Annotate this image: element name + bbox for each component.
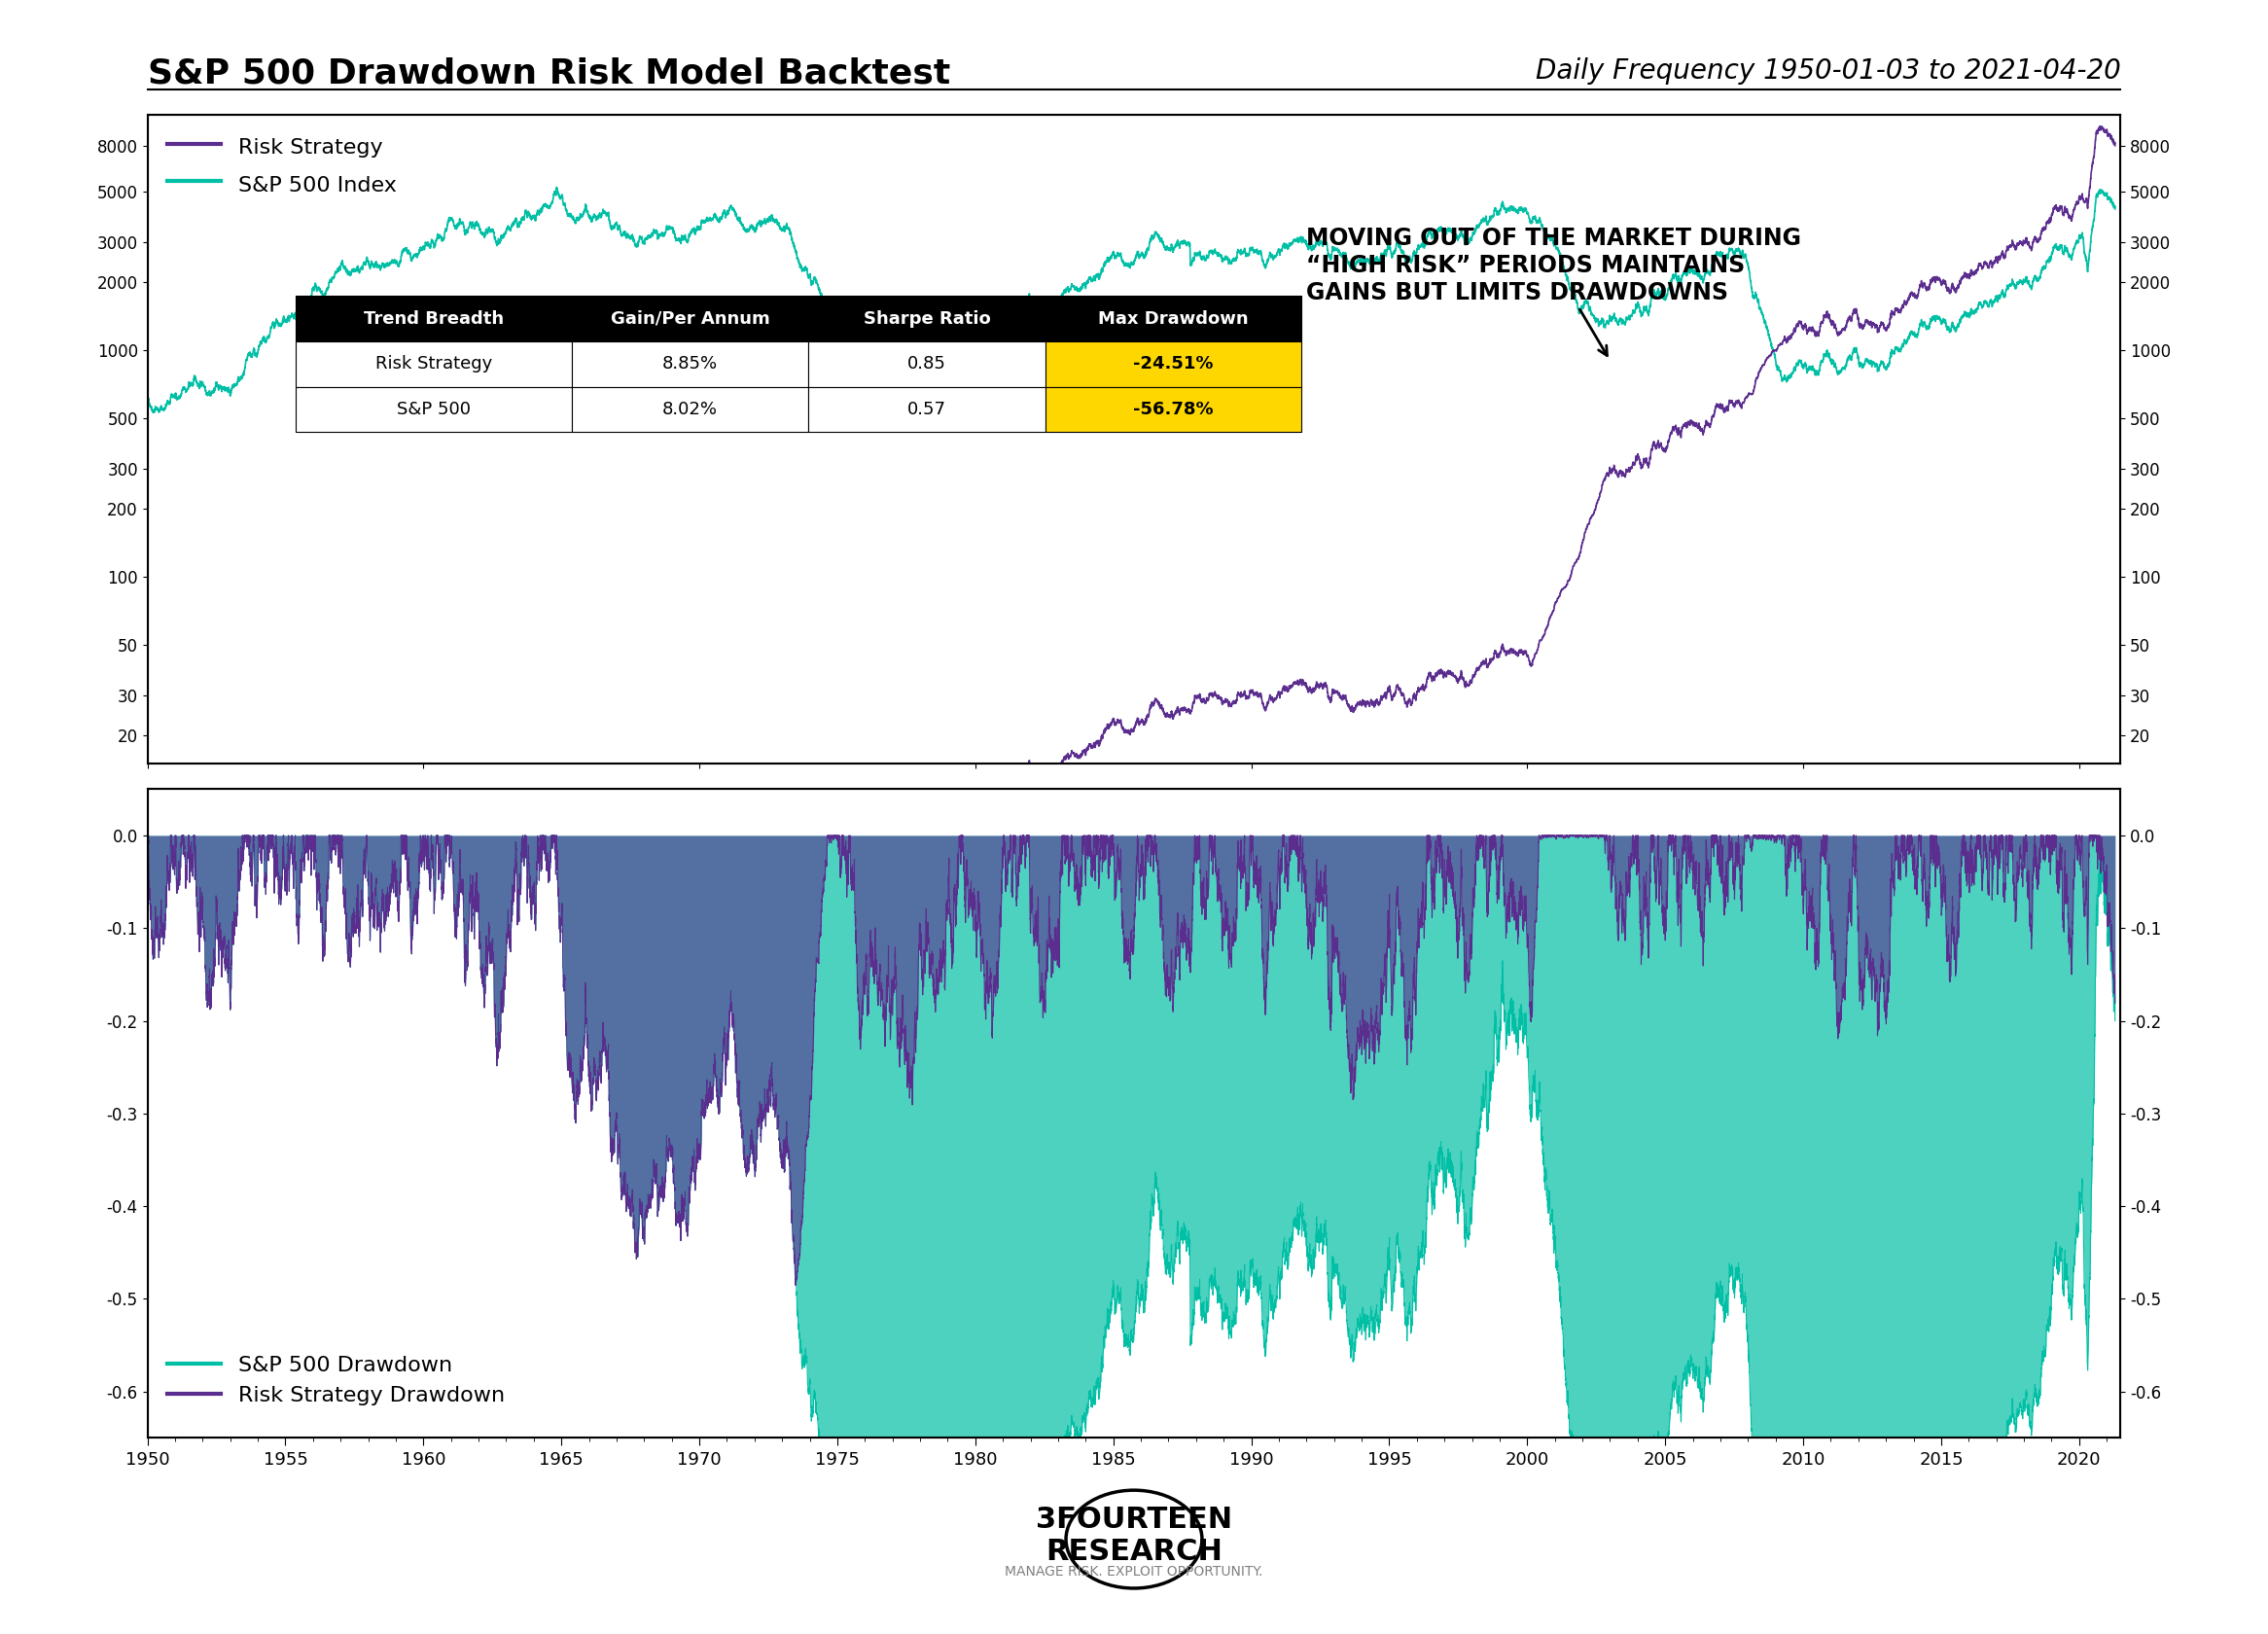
Risk Strategy	[758, 842, 785, 861]
Text: Risk Strategy: Risk Strategy	[374, 356, 492, 373]
Text: MANAGE RISK. EXPLOIT OPPORTUNITY.: MANAGE RISK. EXPLOIT OPPORTUNITY.	[1005, 1565, 1263, 1578]
Legend: S&P 500 Drawdown, Risk Strategy Drawdown: S&P 500 Drawdown, Risk Strategy Drawdown	[159, 1346, 513, 1413]
Text: -24.51%: -24.51%	[1134, 356, 1213, 373]
Risk Strategy	[1590, 469, 1617, 489]
Risk Strategy	[2102, 136, 2130, 155]
Text: MOVING OUT OF THE MARKET DURING
“HIGH RISK” PERIODS MAINTAINS
GAINS BUT LIMITS D: MOVING OUT OF THE MARKET DURING “HIGH RI…	[1306, 227, 1801, 356]
Line: Risk Strategy: Risk Strategy	[147, 126, 2116, 1047]
Text: S&P 500 Drawdown Risk Model Backtest: S&P 500 Drawdown Risk Model Backtest	[147, 57, 950, 90]
Text: -56.78%: -56.78%	[1134, 400, 1213, 418]
Text: 0.85: 0.85	[907, 356, 946, 373]
S&P 500 Index	[758, 206, 785, 225]
S&P 500 Index	[1009, 302, 1036, 322]
Risk Strategy	[134, 1028, 161, 1047]
Text: S&P 500: S&P 500	[397, 400, 469, 418]
S&P 500 Index	[401, 245, 429, 265]
Risk Strategy	[401, 879, 429, 899]
Text: Daily Frequency 1950-01-03 to 2021-04-20: Daily Frequency 1950-01-03 to 2021-04-20	[1535, 57, 2121, 85]
S&P 500 Index	[1554, 270, 1581, 289]
S&P 500 Index	[542, 178, 569, 198]
Text: 8.85%: 8.85%	[662, 356, 717, 373]
Risk Strategy	[2087, 116, 2114, 136]
S&P 500 Index	[1622, 297, 1649, 317]
S&P 500 Index	[1590, 315, 1617, 335]
Risk Strategy	[1009, 768, 1036, 788]
S&P 500 Index	[2102, 199, 2130, 219]
S&P 500 Index	[141, 402, 168, 422]
S&P 500 Index	[134, 392, 161, 412]
Risk Strategy	[141, 1038, 168, 1057]
Legend: Risk Strategy, S&P 500 Index: Risk Strategy, S&P 500 Index	[159, 126, 406, 206]
Text: Sharpe Ratio: Sharpe Ratio	[864, 310, 991, 327]
Text: Gain/Per Annum: Gain/Per Annum	[610, 310, 769, 327]
Risk Strategy	[1554, 575, 1581, 595]
Text: 8.02%: 8.02%	[662, 400, 717, 418]
Text: 3FOURTEEN
RESEARCH: 3FOURTEEN RESEARCH	[1036, 1505, 1232, 1567]
Text: Max Drawdown: Max Drawdown	[1098, 310, 1250, 327]
Risk Strategy	[1622, 451, 1649, 471]
Line: S&P 500 Index: S&P 500 Index	[147, 188, 2116, 412]
Text: Trend Breadth: Trend Breadth	[363, 310, 503, 327]
Text: 0.57: 0.57	[907, 400, 946, 418]
